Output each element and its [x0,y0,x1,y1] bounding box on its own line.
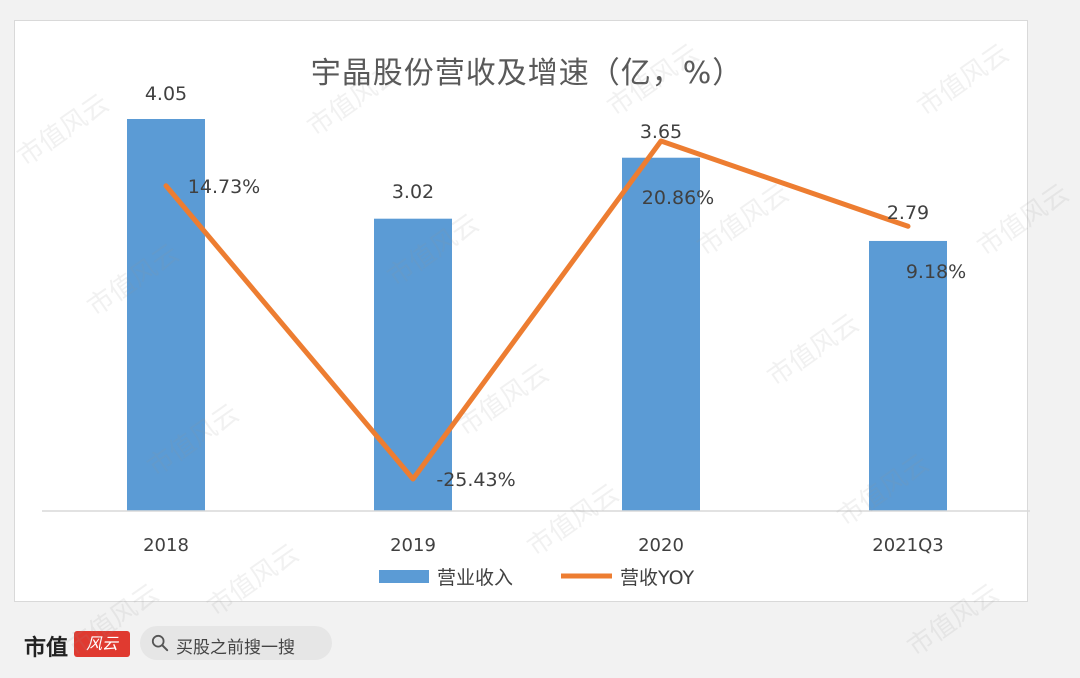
legend-label-bar: 营业收入 [437,567,513,589]
search-icon [151,634,169,652]
x-tick-label: 2018 [143,535,189,556]
x-tick-label: 2020 [638,535,684,556]
x-tick-label: 2021Q3 [872,535,943,556]
bar-data-label: 4.05 [145,83,187,105]
legend-swatch-bar [379,570,429,583]
search-box[interactable]: 买股之前搜一搜 [140,626,332,660]
line-data-label: 20.86% [642,187,714,209]
x-tick-label: 2019 [390,535,436,556]
brand-name: 市值 [24,636,69,661]
bar-2020 [622,157,700,511]
bar-data-label: 3.02 [392,181,434,203]
legend-label-line: 营收YOY [620,567,694,589]
combo-chart: 4.05 3.02 3.65 2.79 14.73% -25.43% 20.86% 9.18%… [42,83,1030,589]
bar-data-label: 3.65 [640,121,682,143]
bar-2021Q3 [869,240,947,511]
footer-bar: 市值 风云 买股之前搜一搜 [0,612,1080,678]
bar-2019 [374,218,452,511]
chart-title: 宇晶股份营收及增速（亿，%） [310,56,744,91]
line-data-label: -25.43% [436,469,515,491]
brand-seal-logo: 风云 [74,631,130,657]
line-data-label: 9.18% [906,261,966,283]
search-placeholder: 买股之前搜一搜 [176,638,295,658]
line-data-label: 14.73% [188,176,260,198]
bar-data-label: 2.79 [887,202,929,224]
line-yoy [163,138,911,482]
